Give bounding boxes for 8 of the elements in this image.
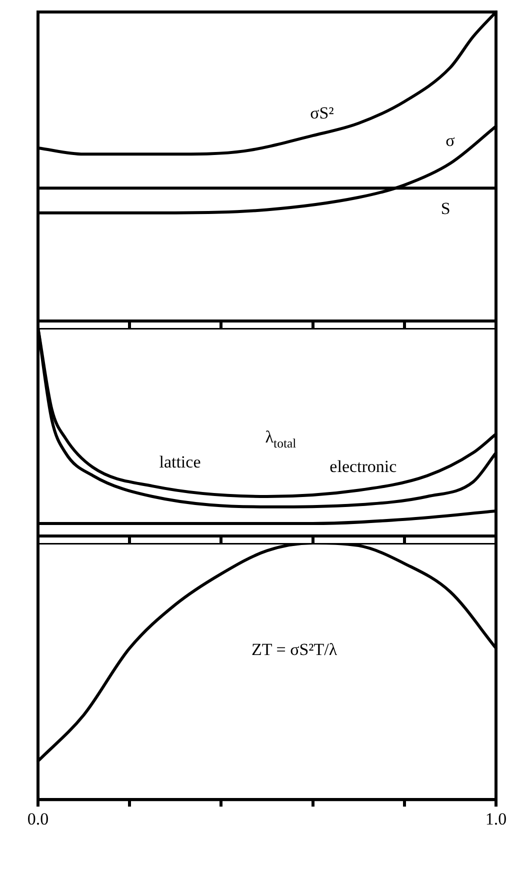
annotation: σ: [446, 131, 455, 150]
annotation: ZT = σS²T/λ: [252, 640, 338, 660]
annotation: S: [440, 199, 450, 218]
x-tick-label: 0.0: [27, 809, 49, 828]
annotation: σS²: [310, 103, 334, 122]
annotation: lattice: [159, 452, 201, 472]
annotation: electronic: [330, 456, 398, 476]
x-tick-label: 1.0: [485, 809, 507, 828]
